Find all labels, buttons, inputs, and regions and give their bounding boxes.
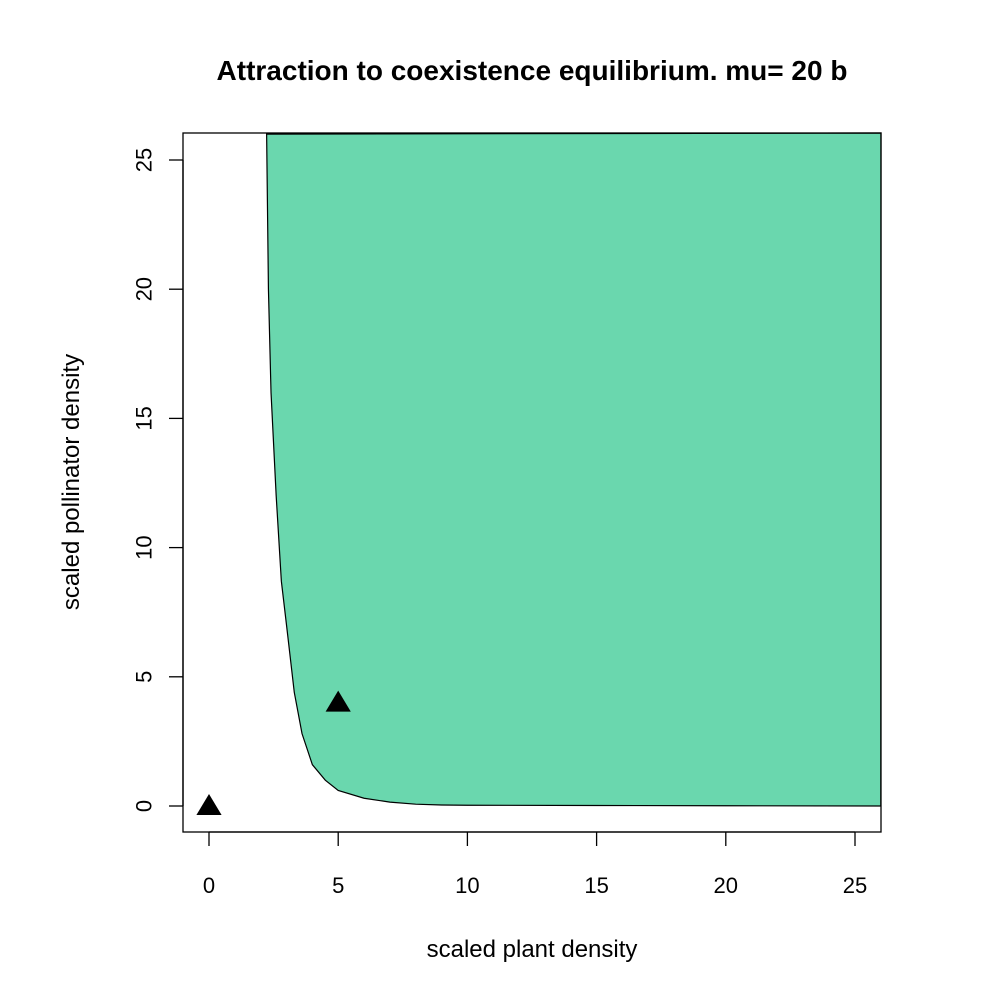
- x-axis: 0 5 10 15 20 25: [203, 831, 867, 898]
- data-point-1: [325, 690, 351, 712]
- y-tick-label: 0: [132, 800, 157, 812]
- y-tick-label: 10: [132, 535, 157, 559]
- y-tick-label: 5: [132, 671, 157, 683]
- chart-title: Attraction to coexistence equilibrium. m…: [217, 55, 848, 86]
- attraction-region: [266, 132, 882, 807]
- x-tick-label: 10: [455, 873, 479, 898]
- data-point-0: [196, 794, 222, 815]
- x-tick-label: 0: [203, 873, 215, 898]
- x-axis-label: scaled plant density: [427, 936, 638, 963]
- points-layer: [196, 690, 351, 815]
- x-tick-label: 20: [714, 873, 738, 898]
- x-tick-label: 25: [843, 873, 867, 898]
- y-tick-label: 20: [132, 277, 157, 301]
- y-axis-label: scaled pollinator density: [58, 354, 85, 610]
- plot-area: [182, 132, 882, 833]
- y-tick-label: 15: [132, 406, 157, 430]
- x-tick-label: 5: [332, 873, 344, 898]
- y-axis: 0 5 10 15 20 25: [132, 148, 184, 812]
- y-tick-label: 25: [132, 148, 157, 172]
- x-tick-label: 15: [584, 873, 608, 898]
